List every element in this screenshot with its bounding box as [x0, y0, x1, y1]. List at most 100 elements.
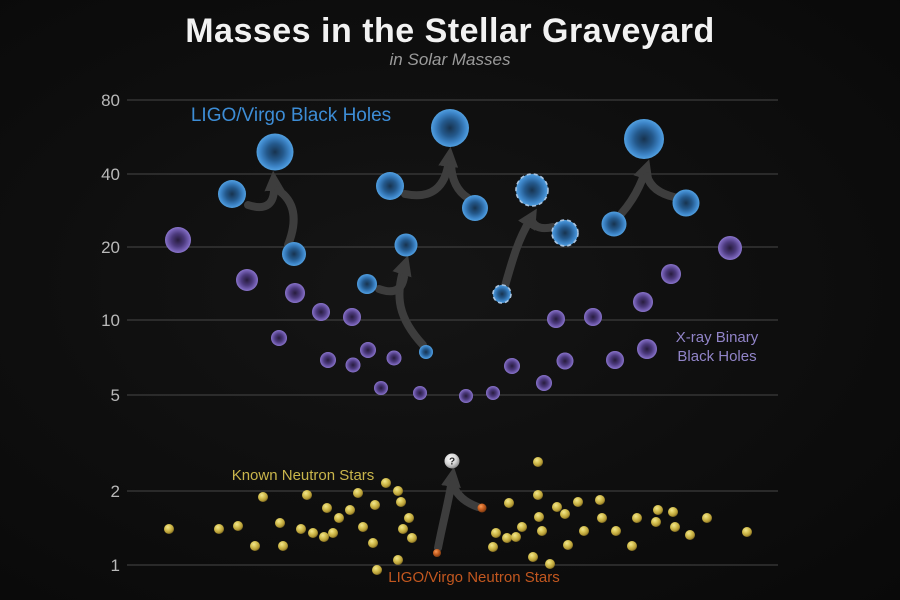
- ligo-black-hole-marker: [256, 133, 294, 171]
- y-tick-label-40: 40: [101, 165, 120, 184]
- known-neutron-star-marker: [296, 524, 306, 534]
- xray-black-hole-marker: [718, 236, 742, 260]
- known-neutron-star-marker: [393, 486, 403, 496]
- known-neutron-star-marker: [258, 492, 268, 502]
- y-tick-label-1: 1: [111, 556, 120, 575]
- known-neutron-star-marker: [368, 538, 378, 548]
- xray-black-hole-marker: [486, 386, 500, 400]
- merger-arrow-7: [375, 273, 408, 296]
- known-neutron-star-marker: [381, 478, 391, 488]
- known-neutron-star-marker: [545, 559, 555, 569]
- known-neutron-star-marker: [528, 552, 538, 562]
- known-neutron-star-marker: [250, 541, 260, 551]
- label-xray-line2: Black Holes: [677, 348, 757, 365]
- xray-black-hole-marker: [345, 357, 361, 373]
- known-neutron-star-marker: [534, 512, 544, 522]
- known-neutron-star-marker: [533, 457, 543, 467]
- ligo-black-hole-marker: [515, 173, 549, 207]
- merger-arrow-0: [244, 170, 285, 212]
- xray-black-hole-marker: [312, 303, 330, 321]
- xray-black-hole-marker: [556, 352, 574, 370]
- known-neutron-star-marker: [404, 513, 414, 523]
- ligo-black-hole-marker: [357, 274, 377, 294]
- merger-arrow-1: [274, 186, 298, 249]
- known-neutron-star-marker: [653, 505, 663, 515]
- xray-black-hole-marker: [165, 227, 191, 253]
- merger-arrow-11: [449, 480, 482, 511]
- merger-arrow-5: [528, 217, 557, 233]
- known-neutron-star-marker: [632, 513, 642, 523]
- ligo-black-hole-marker: [394, 233, 418, 257]
- ligo-black-hole-marker: [624, 119, 664, 159]
- xray-black-hole-marker: [386, 350, 402, 366]
- known-neutron-star-marker: [488, 542, 498, 552]
- y-tick-label-5: 5: [111, 386, 120, 405]
- known-neutron-star-marker: [560, 509, 570, 519]
- ligo-black-hole-marker: [218, 180, 246, 208]
- ligo-black-hole-marker: [376, 172, 404, 200]
- known-neutron-star-marker: [322, 503, 332, 513]
- label-known-neutron-stars: Known Neutron Stars: [231, 467, 375, 484]
- known-neutron-star-marker: [491, 528, 501, 538]
- known-neutron-star-marker: [319, 532, 329, 542]
- ligo-neutron-star-marker: [477, 503, 487, 513]
- known-neutron-star-marker: [685, 530, 695, 540]
- xray-black-hole-marker: [606, 351, 624, 369]
- known-neutron-star-marker: [407, 533, 417, 543]
- xray-black-hole-marker: [343, 308, 361, 326]
- known-neutron-star-marker: [233, 521, 243, 531]
- known-neutron-star-marker: [398, 524, 408, 534]
- y-tick-label-10: 10: [101, 311, 120, 330]
- known-neutron-star-marker: [358, 522, 368, 532]
- known-neutron-star-marker: [396, 497, 406, 507]
- xray-black-hole-marker: [504, 358, 520, 374]
- ligo-black-hole-marker: [672, 189, 700, 217]
- question-mark-glyph: ?: [449, 457, 455, 468]
- known-neutron-star-marker: [670, 522, 680, 532]
- known-neutron-star-marker: [537, 526, 547, 536]
- known-neutron-star-marker: [573, 497, 583, 507]
- known-neutron-star-marker: [214, 524, 224, 534]
- known-neutron-star-marker: [563, 540, 573, 550]
- merger-arrow-4: [501, 208, 537, 290]
- ligo-black-hole-marker: [282, 242, 306, 266]
- xray-black-hole-marker: [637, 339, 657, 359]
- known-neutron-star-marker: [627, 541, 637, 551]
- ligo-black-hole-marker: [601, 211, 627, 237]
- merger-arrow-3: [447, 160, 472, 202]
- xray-black-hole-marker: [459, 389, 473, 403]
- xray-black-hole-marker: [661, 264, 681, 284]
- ligo-black-hole-marker: [492, 284, 512, 304]
- xray-black-hole-marker: [285, 283, 305, 303]
- y-axis-tick-labels: 80 40 20 10 5 2 1: [101, 91, 120, 575]
- merger-arrow-2: [401, 146, 459, 200]
- page-subtitle: in Solar Masses: [389, 50, 511, 69]
- xray-black-hole-marker: [547, 310, 565, 328]
- merger-arrow-8: [617, 159, 653, 218]
- known-neutron-star-marker: [328, 528, 338, 538]
- known-neutron-star-marker: [504, 498, 514, 508]
- merger-arrow-10: [434, 466, 461, 552]
- y-tick-label-80: 80: [101, 91, 120, 110]
- known-neutron-star-marker: [651, 517, 661, 527]
- xray-black-hole-marker: [536, 375, 552, 391]
- known-neutron-star-marker: [278, 541, 288, 551]
- label-xray-binary-black-holes: X-ray Binary Black Holes: [676, 328, 759, 366]
- label-ligo-virgo-neutron-stars: LIGO/Virgo Neutron Stars: [388, 569, 560, 586]
- data-point-markers: ?: [164, 109, 752, 575]
- known-neutron-star-marker: [334, 513, 344, 523]
- known-neutron-star-marker: [579, 526, 589, 536]
- xray-black-hole-marker: [320, 352, 336, 368]
- y-tick-label-2: 2: [111, 482, 120, 501]
- known-neutron-star-marker: [345, 505, 355, 515]
- xray-black-hole-marker: [413, 386, 427, 400]
- page-title: Masses in the Stellar Graveyard: [185, 12, 715, 50]
- merger-arrow-9: [643, 172, 678, 201]
- known-neutron-star-marker: [370, 500, 380, 510]
- known-neutron-star-marker: [275, 518, 285, 528]
- ligo-black-hole-marker: [551, 219, 579, 247]
- merger-arrows: [244, 146, 678, 552]
- known-neutron-star-marker: [597, 513, 607, 523]
- known-neutron-star-marker: [308, 528, 318, 538]
